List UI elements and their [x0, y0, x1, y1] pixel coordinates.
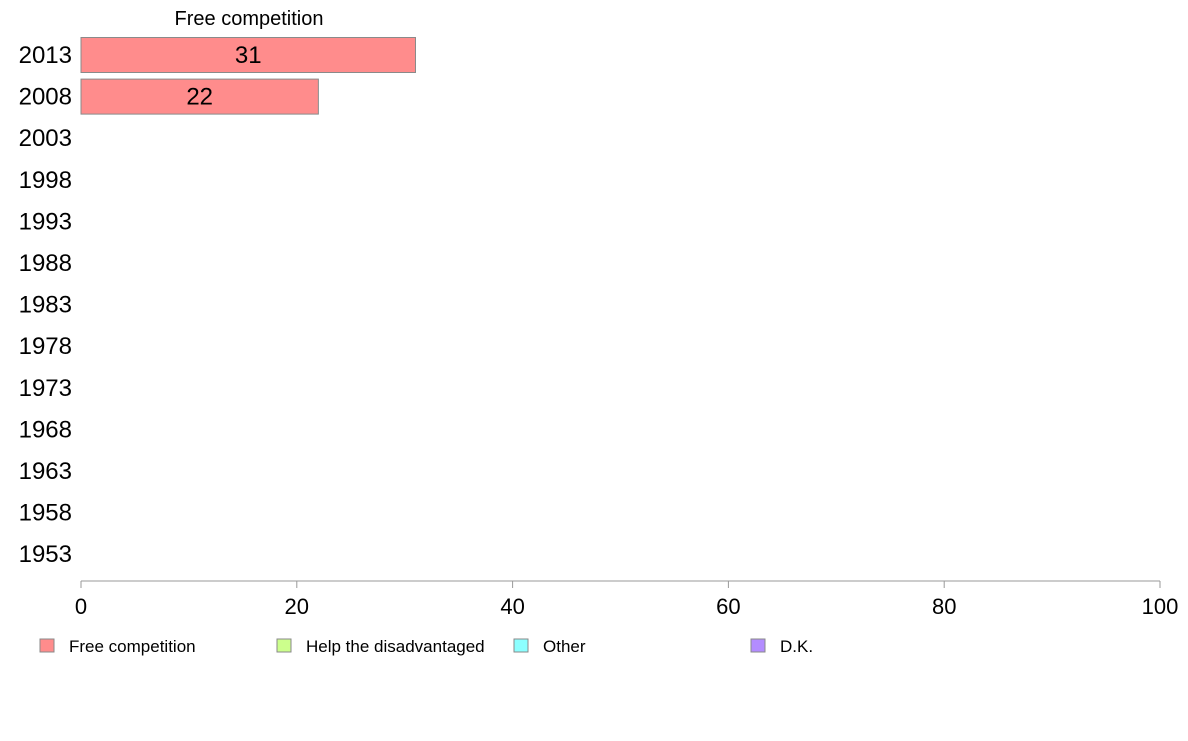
column-label: Free competition	[175, 8, 324, 30]
y-tick-label-1973: 1973	[19, 375, 72, 402]
legend-swatch-2	[513, 638, 529, 653]
y-axis-labels: 2013 2008 2003 1998 1993 1988 1983 1978 1973 1968…	[19, 42, 72, 568]
y-tick-label-1968: 1968	[19, 416, 72, 443]
x-tick-label-0: 0	[75, 594, 87, 619]
y-tick-label-2008: 2008	[19, 84, 72, 111]
y-tick-label-1963: 1963	[19, 458, 72, 485]
bar-2008-series-0	[80, 78, 319, 115]
y-tick-label-1993: 1993	[19, 208, 72, 235]
x-tick-label-2: 40	[500, 594, 524, 619]
legend-swatch-3	[750, 638, 766, 653]
legend-label-1: Help the disadvantaged	[306, 637, 485, 656]
legend-label-0: Free competition	[69, 637, 196, 656]
x-tick-label-1: 20	[285, 594, 309, 619]
legend-label-3: D.K.	[780, 637, 813, 656]
x-tick-label-5: 100	[1142, 594, 1179, 619]
bar-value-label-2013-series-0: 31	[235, 42, 262, 69]
bar-value-label-2008-series-0: 22	[186, 84, 213, 111]
x-tick-label-4: 80	[932, 594, 956, 619]
y-tick-label-1978: 1978	[19, 333, 72, 360]
y-tick-label-1983: 1983	[19, 292, 72, 319]
y-tick-label-1988: 1988	[19, 250, 72, 277]
legend-swatch-1	[276, 638, 292, 653]
legend: Free competition Help the disadvantaged Ot…	[39, 637, 813, 656]
y-tick-label-1953: 1953	[19, 541, 72, 568]
y-tick-label-1998: 1998	[19, 167, 72, 194]
y-tick-label-2003: 2003	[19, 125, 72, 152]
bars-layer: 31 22	[80, 37, 416, 115]
y-tick-label-2013: 2013	[19, 42, 72, 69]
y-tick-label-1958: 1958	[19, 500, 72, 527]
title-layer: Free competition	[175, 8, 324, 30]
x-tick-label-3: 60	[716, 594, 740, 619]
bar-2013-series-0	[80, 37, 416, 73]
legend-label-2: Other	[543, 637, 586, 656]
x-axis: 0 20 40 60 80 100	[75, 580, 1179, 619]
legend-swatch-0	[39, 638, 55, 653]
